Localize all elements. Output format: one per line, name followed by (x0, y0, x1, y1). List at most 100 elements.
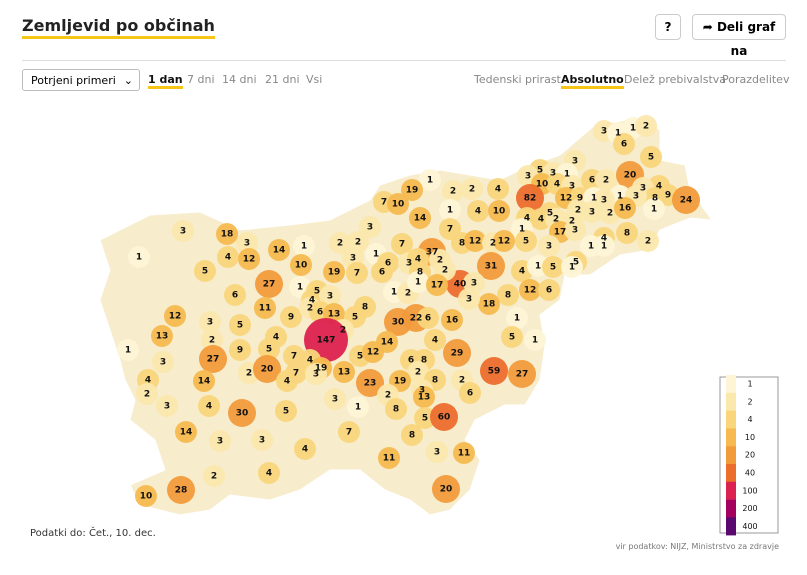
municipality-label: 1 (617, 192, 623, 202)
municipality (346, 262, 368, 284)
municipality (194, 260, 216, 282)
tab[interactable]: Vsi (306, 73, 323, 86)
municipality-label: 3 (434, 448, 440, 458)
municipality-label: 1 (588, 242, 594, 252)
municipality (329, 232, 351, 254)
municipality-label: 3 (207, 318, 213, 328)
municipality-label: 8 (362, 303, 368, 313)
tab[interactable]: 7 dni (187, 73, 215, 86)
tab[interactable]: 21 dni (265, 73, 300, 86)
municipality-label: 37 (426, 248, 439, 258)
legend-swatch (726, 446, 736, 465)
municipality-label: 3 (471, 279, 477, 289)
municipality-label: 4 (519, 267, 525, 277)
municipality (209, 430, 231, 452)
tab[interactable]: Delež prebivalstva (624, 73, 727, 86)
tab[interactable]: Porazdelitev (722, 73, 790, 86)
help-button[interactable]: ? (655, 14, 681, 40)
municipality (217, 246, 239, 268)
municipality (199, 311, 221, 333)
municipality (236, 232, 258, 254)
municipality (643, 198, 665, 220)
municipality-label: 6 (467, 389, 473, 399)
municipality (275, 400, 297, 422)
municipality (516, 184, 544, 212)
municipality (151, 325, 173, 347)
municipality-label: 3 (164, 402, 170, 412)
municipality-label: 147 (317, 336, 336, 346)
municipality (478, 293, 500, 315)
municipality-label: 3 (550, 169, 556, 179)
municipality-label: 8 (652, 194, 658, 204)
municipality (229, 339, 251, 361)
municipality (268, 239, 290, 261)
tab[interactable]: Absolutno (561, 73, 624, 89)
municipality (294, 438, 316, 460)
tab[interactable]: 1 dan (148, 73, 183, 89)
share-label: Deli graf na (716, 20, 776, 58)
municipality (362, 341, 384, 363)
municipality-label: 12 (498, 237, 511, 247)
municipality-label: 17 (431, 281, 444, 291)
municipality-label: 6 (379, 268, 385, 278)
municipality (324, 388, 346, 410)
legend-swatch (726, 375, 736, 393)
municipality-label: 14 (180, 428, 193, 438)
municipality (229, 314, 251, 336)
municipality (443, 339, 471, 367)
municipality-label: 27 (263, 280, 276, 290)
municipality (593, 235, 615, 257)
municipality-label: 5 (357, 352, 363, 362)
municipality (515, 230, 537, 252)
municipality (417, 307, 439, 329)
municipality-label: 8 (505, 291, 511, 301)
municipality (323, 261, 345, 283)
municipality (156, 395, 178, 417)
municipality-label: 4 (601, 234, 607, 244)
municipality-label: 3 (160, 358, 166, 368)
municipality (453, 442, 475, 464)
municipality (276, 370, 298, 392)
municipality-label: 3 (572, 157, 578, 167)
municipality-label: 5 (422, 414, 428, 424)
municipality-label: 5 (202, 267, 208, 277)
municipality-label: 1 (569, 263, 575, 273)
municipality-label: 2 (337, 239, 343, 249)
tab[interactable]: 14 dni (222, 73, 257, 86)
legend-label: 4 (747, 415, 752, 424)
municipality-label: 5 (352, 313, 358, 323)
municipality (464, 230, 486, 252)
municipality-label: 2 (211, 472, 217, 482)
municipality (426, 441, 448, 463)
legend-label: 20 (745, 451, 755, 460)
municipality (538, 279, 560, 301)
municipality-label: 2 (437, 256, 443, 266)
legend-label: 1 (747, 380, 752, 389)
municipality-label: 2 (553, 215, 559, 225)
municipality-label: 31 (485, 262, 498, 272)
share-button[interactable]: ➦ Deli graf na (692, 14, 786, 58)
municipality-label: 6 (232, 291, 238, 301)
municipality-label: 2 (490, 239, 496, 249)
municipality-label: 8 (393, 405, 399, 415)
municipality (477, 252, 505, 280)
municipality-label: 1 (564, 170, 570, 180)
municipality-label: 24 (680, 196, 693, 206)
select-label: Potrjeni primeri (31, 74, 116, 87)
municipality (414, 407, 436, 429)
municipality-label: 2 (355, 238, 361, 248)
municipality (595, 169, 617, 191)
municipality-label: 3 (406, 259, 412, 269)
separator (22, 60, 786, 61)
select[interactable]: Potrjeni primeri ⌄ (22, 69, 140, 91)
municipality (391, 233, 413, 255)
legend-label: 10 (745, 433, 755, 442)
municipality-label: 6 (385, 259, 391, 269)
municipality (459, 382, 481, 404)
legend-label: 400 (742, 522, 757, 531)
municipality (371, 261, 393, 283)
tab[interactable]: Tedenski prirast (474, 73, 561, 86)
municipality (439, 199, 461, 221)
municipality-label: 2 (385, 391, 391, 401)
